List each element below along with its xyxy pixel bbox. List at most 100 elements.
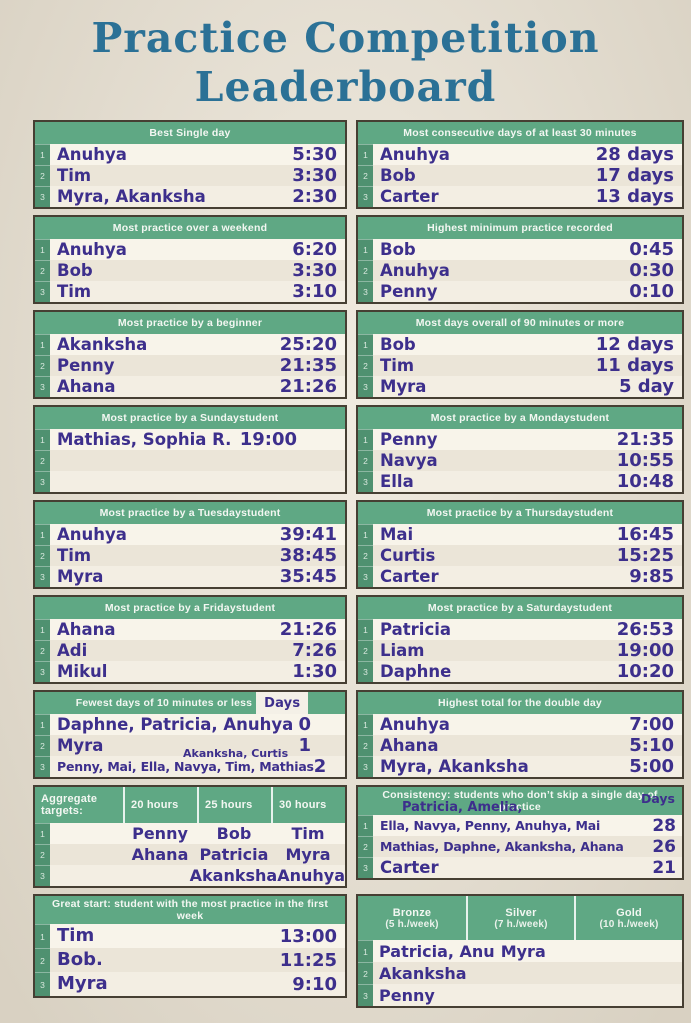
board-title: Most practice by a Saturdaystudent <box>427 602 613 615</box>
leaderboard-row: 3 Myra 5 day <box>358 376 682 398</box>
student-name: Myra, Akanksha <box>57 187 206 207</box>
rank-badge: 3 <box>358 376 373 398</box>
row-cells: Penny Bob Tim <box>50 823 345 844</box>
score-value: 1 <box>298 735 311 757</box>
board-header: Great start: student with the most pract… <box>35 896 345 925</box>
student-name: Tim <box>380 356 415 376</box>
board-title: Fewest days of 10 minutes or less <box>75 697 253 710</box>
score-value: 21:26 <box>279 376 337 398</box>
column-header: 25 hours <box>197 787 271 824</box>
board-title: Great start: student with the most pract… <box>51 898 329 923</box>
rank-badge: 2 <box>358 355 373 377</box>
rank-badge: 2 <box>358 735 373 757</box>
rank-badge: 3 <box>358 857 373 879</box>
leaderboard-row: 2 Navya 10:55 <box>358 450 682 472</box>
student-name: Patricia <box>380 620 452 640</box>
board-body: 1 Anuhya 39:41 2 Tim 38:45 3 Myra 35:45 <box>35 524 345 588</box>
leaderboard-row: 1 Daphne, Patricia, Anuhya 0 <box>35 714 345 736</box>
student-name: Ella, Navya, Penny, Anuhya, Mai <box>380 818 601 834</box>
column-header-label: Silver <box>505 906 537 919</box>
column-header-label: Gold <box>616 906 642 919</box>
student-name: Bob <box>380 335 416 355</box>
rank-badge: 1 <box>358 714 373 736</box>
leaderboard-row: 3 Carter 13 days <box>358 186 682 208</box>
leaderboard-row: 3 Daphne 10:20 <box>358 661 682 683</box>
rank-badge: 1 <box>35 924 50 949</box>
rank-badge: 1 <box>35 714 50 736</box>
board-title: Most practice by a Tuesdaystudent <box>99 507 281 520</box>
rank-badge: 3 <box>35 281 50 303</box>
student-name: Penny <box>380 282 438 302</box>
row-cells: Penny <box>373 984 682 1006</box>
student-name: Akanksha <box>57 335 148 355</box>
student-name: Carter <box>380 567 439 587</box>
rank-badge: 3 <box>358 984 373 1007</box>
rank-badge: 3 <box>35 376 50 398</box>
board-header: Most practice by a Sundaystudent <box>35 407 345 430</box>
score-value: 7:26 <box>292 640 337 662</box>
student-name: Ahana <box>380 736 439 756</box>
leaderboard-row: 3 Myra, Akanksha 5:00 <box>358 756 682 778</box>
score-value: 16:45 <box>616 524 674 546</box>
board-fewest-days-10-minutes: Fewest days of 10 minutes or less Days 1 Da… <box>33 690 347 780</box>
score-value: 5:10 <box>629 735 674 757</box>
rank-badge: 1 <box>358 619 373 641</box>
board-header: Aggregate targets: 20 hours 25 hours 30 hou… <box>35 787 345 824</box>
student-name: Ella <box>380 472 414 492</box>
board-body: 1 Ella, Navya, Penny, Anuhya, Mai 28 2 Mathi… <box>358 815 682 879</box>
leaderboard-row: 2 Bob 3:30 <box>35 260 345 282</box>
student-name: Anuhya <box>380 715 450 735</box>
student-name: Navya <box>380 451 438 471</box>
page-title-line1: Practice Competition <box>91 14 600 62</box>
score-value: 26 <box>652 836 676 857</box>
score-value: 38:45 <box>279 545 337 567</box>
board-title: Most practice by a beginner <box>117 317 263 330</box>
board-body: 1 Patricia, Anu Myra 2 Akanksha 3 Penny <box>358 940 682 1007</box>
score-value: 1:30 <box>292 661 337 683</box>
leaderboard-row: 2 Tim 3:30 <box>35 165 345 187</box>
board-aggregate-targets: Aggregate targets: 20 hours 25 hours 30 hou… <box>33 785 347 889</box>
score-value: 21:35 <box>279 355 337 377</box>
board-best-single-day: Best Single day 1 Anuhya 5:30 2 Tim 3:30 3 Myra,… <box>33 120 347 210</box>
leaderboard-row: 3 Penny 0:10 <box>358 281 682 303</box>
board-friday-student: Most practice by a Fridaystudent 1 Ahana 21… <box>33 595 347 685</box>
row-cells: Akanksha Anuhya <box>50 865 345 886</box>
leaderboard-row: 2 Curtis 15:25 <box>358 545 682 567</box>
rank-badge: 2 <box>35 640 50 662</box>
board-header: Most days overall of 90 minutes or more <box>358 312 682 335</box>
rank-badge: 1 <box>35 524 50 546</box>
rank-badge: 2 <box>358 640 373 662</box>
leaderboard-row: 1 Mathias, Sophia R. 19:00 <box>35 429 345 451</box>
board-sunday-student: Most practice by a Sundaystudent 1 Mathias… <box>33 405 347 495</box>
board-body: 1 Penny 21:35 2 Navya 10:55 3 Ella 10:48 <box>358 429 682 493</box>
student-name: Tim <box>291 824 325 844</box>
leaderboard-row: 2 <box>35 450 345 472</box>
leaderboard-row: 3 Carter 9:85 <box>358 566 682 588</box>
rank-badge: 1 <box>358 429 373 451</box>
column-header: Gold (10 h./week) <box>574 896 682 941</box>
days-label: Days <box>640 791 675 807</box>
column-header-sub: (5 h./week) <box>385 918 439 930</box>
student-name: Carter <box>380 858 439 878</box>
board-header: Most practice by a Tuesdaystudent <box>35 502 345 525</box>
leaderboard-row: 3 Myra 35:45 <box>35 566 345 588</box>
board-most-practice-beginner: Most practice by a beginner 1 Akanksha 25:2… <box>33 310 347 400</box>
column-header-sub: (7 h./week) <box>494 918 548 930</box>
leaderboard-row: 1 Bob 12 days <box>358 334 682 356</box>
score-value: 17 days <box>595 165 674 187</box>
leaderboard-row: 1 Penny 21:35 <box>358 429 682 451</box>
student-name: Myra <box>57 736 104 756</box>
board-title: Most consecutive days of at least 30 min… <box>403 127 637 140</box>
leaderboard-row: 1 Penny Bob Tim <box>35 823 345 845</box>
leaderboard-row: 1 Anuhya 6:20 <box>35 239 345 261</box>
leaderboard-row: 2 Tim 11 days <box>358 355 682 377</box>
leaderboard-row: 3 <box>35 471 345 493</box>
student-name: Penny <box>380 430 438 450</box>
student-name: Mathias, Sophia R. <box>57 430 232 450</box>
rank-badge: 3 <box>358 471 373 493</box>
page-title: Practice Competition Leaderboard <box>0 0 691 112</box>
student-name: Akanksha <box>379 963 467 983</box>
rank-badge: 3 <box>35 186 50 208</box>
student-name: Anuhya <box>57 145 127 165</box>
leaderboard-row: 3 Akanksha Anuhya <box>35 865 345 887</box>
